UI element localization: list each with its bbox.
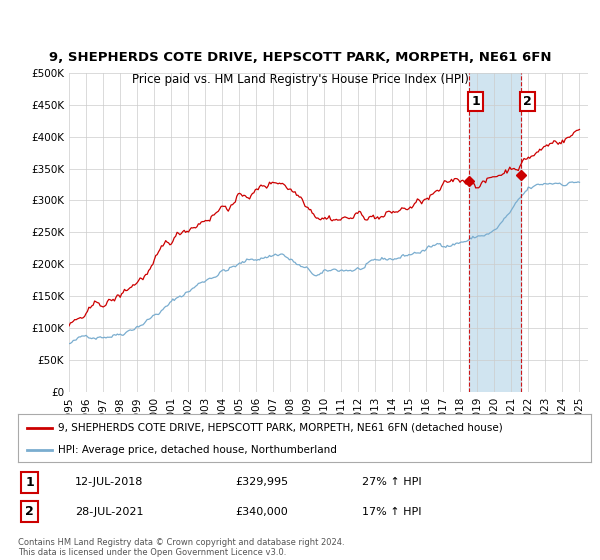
Text: £340,000: £340,000 — [236, 507, 289, 517]
Bar — [469, 73, 521, 392]
Text: 2: 2 — [25, 505, 34, 518]
Text: 28-JUL-2021: 28-JUL-2021 — [76, 507, 144, 517]
Text: 1: 1 — [471, 95, 480, 108]
Text: Price paid vs. HM Land Registry's House Price Index (HPI): Price paid vs. HM Land Registry's House … — [131, 73, 469, 86]
Text: £329,995: £329,995 — [236, 477, 289, 487]
Text: 9, SHEPHERDS COTE DRIVE, HEPSCOTT PARK, MORPETH, NE61 6FN: 9, SHEPHERDS COTE DRIVE, HEPSCOTT PARK, … — [49, 52, 551, 64]
Text: Contains HM Land Registry data © Crown copyright and database right 2024.
This d: Contains HM Land Registry data © Crown c… — [18, 538, 344, 557]
Text: 17% ↑ HPI: 17% ↑ HPI — [362, 507, 421, 517]
Text: 27% ↑ HPI: 27% ↑ HPI — [362, 477, 421, 487]
Text: 12-JUL-2018: 12-JUL-2018 — [76, 477, 143, 487]
Text: 1: 1 — [25, 476, 34, 489]
Text: 2: 2 — [523, 95, 532, 108]
Text: 9, SHEPHERDS COTE DRIVE, HEPSCOTT PARK, MORPETH, NE61 6FN (detached house): 9, SHEPHERDS COTE DRIVE, HEPSCOTT PARK, … — [58, 423, 503, 433]
Text: HPI: Average price, detached house, Northumberland: HPI: Average price, detached house, Nort… — [58, 445, 337, 455]
